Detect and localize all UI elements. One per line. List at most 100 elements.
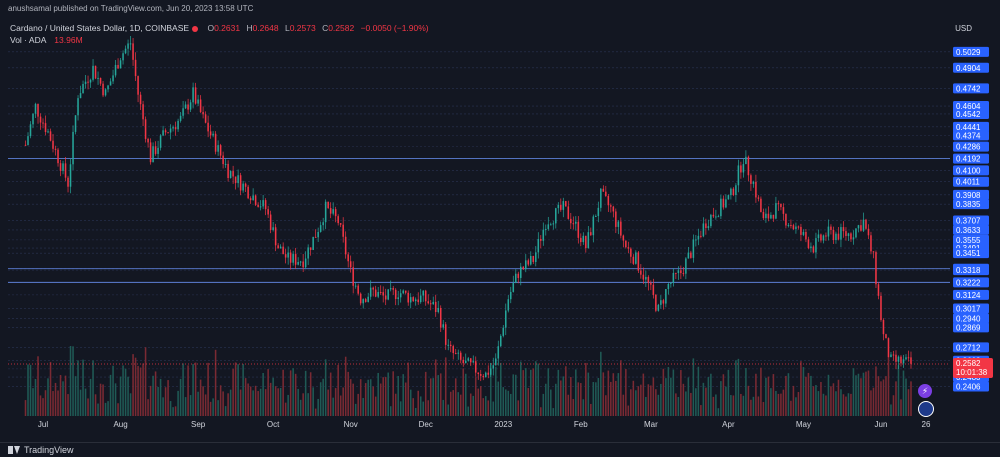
candle-body <box>464 360 467 364</box>
volume-bar <box>334 388 337 416</box>
volume-bar <box>162 397 164 416</box>
candle-body <box>404 290 407 293</box>
candle-body <box>797 226 800 228</box>
price-level-tag <box>953 342 989 353</box>
volume-bar <box>905 378 907 416</box>
volume-bar <box>807 372 810 416</box>
volume-bar <box>655 389 657 416</box>
volume-bar <box>34 378 37 416</box>
volume-bar <box>24 400 27 416</box>
candle-body <box>750 175 752 184</box>
candle-body <box>352 267 354 286</box>
time-axis-label: Aug <box>113 420 127 429</box>
volume-bar <box>354 403 357 416</box>
candle-body <box>57 149 59 164</box>
volume-bar <box>274 386 277 416</box>
volume-bar <box>540 407 542 416</box>
candle-body <box>479 374 482 376</box>
volume-bar <box>312 387 314 416</box>
candle-body <box>427 301 430 304</box>
volume-bar <box>44 390 47 416</box>
volume-bar <box>374 396 377 416</box>
candle-body <box>777 203 780 205</box>
candle-body <box>299 261 302 263</box>
candle-body <box>167 132 169 134</box>
us-flag-icon[interactable] <box>918 401 934 417</box>
volume-bar <box>129 393 132 416</box>
candle-body <box>489 368 492 375</box>
price-level-tag <box>953 215 989 226</box>
volume-bar <box>897 365 900 416</box>
volume-bar <box>662 368 665 416</box>
candle-body <box>379 292 382 294</box>
time-axis[interactable]: Jul Aug Sep Oct Nov Dec 2023 Feb Mar Apr May Jun 26 <box>38 420 931 429</box>
tradingview-logo[interactable]: TradingView <box>8 445 74 455</box>
candle-body <box>389 288 392 290</box>
price-level-label: 0.3555 <box>956 236 981 245</box>
price-level-label: 0.3908 <box>956 191 981 200</box>
candle-body <box>469 358 472 363</box>
candle-body <box>907 357 910 359</box>
time-axis-label: Dec <box>419 420 433 429</box>
volume-bar <box>832 383 835 416</box>
candle-body <box>527 260 530 265</box>
volume-bar <box>252 390 254 416</box>
candle-body <box>49 131 52 141</box>
candle-body <box>625 240 627 248</box>
volume-bar <box>562 376 565 416</box>
candle-body <box>835 233 837 241</box>
volume-bar <box>339 395 342 416</box>
lightning-icon[interactable]: ⚡ <box>918 384 932 398</box>
volume-bar <box>347 371 349 416</box>
volume-bar <box>244 378 247 416</box>
candle-body <box>37 103 39 117</box>
candle-body <box>147 138 149 143</box>
candle-body <box>227 163 229 178</box>
candle-body <box>219 145 222 156</box>
candle-body <box>715 216 717 218</box>
volume-bar <box>615 380 617 416</box>
candle-body <box>617 221 620 227</box>
volume-bar <box>392 371 394 416</box>
volume-bar <box>322 378 324 416</box>
time-axis-label: Mar <box>644 420 658 429</box>
volume-bar <box>747 385 750 416</box>
candle-body <box>632 256 635 264</box>
candle-body <box>747 156 750 176</box>
volume-bar <box>645 396 647 416</box>
candle-body <box>412 297 414 302</box>
candle-body <box>324 201 327 223</box>
candle-body <box>259 206 262 208</box>
candle-body <box>392 288 394 290</box>
candle-body <box>264 200 267 210</box>
volume-bar <box>875 366 877 416</box>
candle-body <box>525 260 527 270</box>
ohlc-row: Cardano / United States Dollar, 1D, COIN… <box>10 22 429 34</box>
price-level-label: 0.2712 <box>956 343 981 352</box>
candle-body <box>244 183 247 187</box>
volume-bar <box>545 383 547 416</box>
volume-bar <box>94 394 97 416</box>
candle-body <box>27 136 29 145</box>
volume-bar <box>427 400 430 416</box>
volume-bar <box>37 356 39 416</box>
volume-bar <box>822 393 825 416</box>
candle-body <box>367 296 369 302</box>
volume-bar <box>835 391 837 416</box>
volume-bar <box>424 371 427 416</box>
volume-bar <box>585 362 587 416</box>
candle-body <box>815 238 817 253</box>
volume-bar <box>489 363 492 416</box>
candle-body <box>892 354 895 356</box>
candle-body <box>384 295 387 300</box>
price-level-label: 0.3017 <box>956 305 981 314</box>
candle-body <box>767 213 770 219</box>
candle-body <box>672 272 675 283</box>
candle-body <box>657 304 660 311</box>
candle-body <box>307 247 309 259</box>
candle-body <box>254 195 257 205</box>
candle-body <box>562 201 565 210</box>
volume-bar <box>715 394 717 416</box>
